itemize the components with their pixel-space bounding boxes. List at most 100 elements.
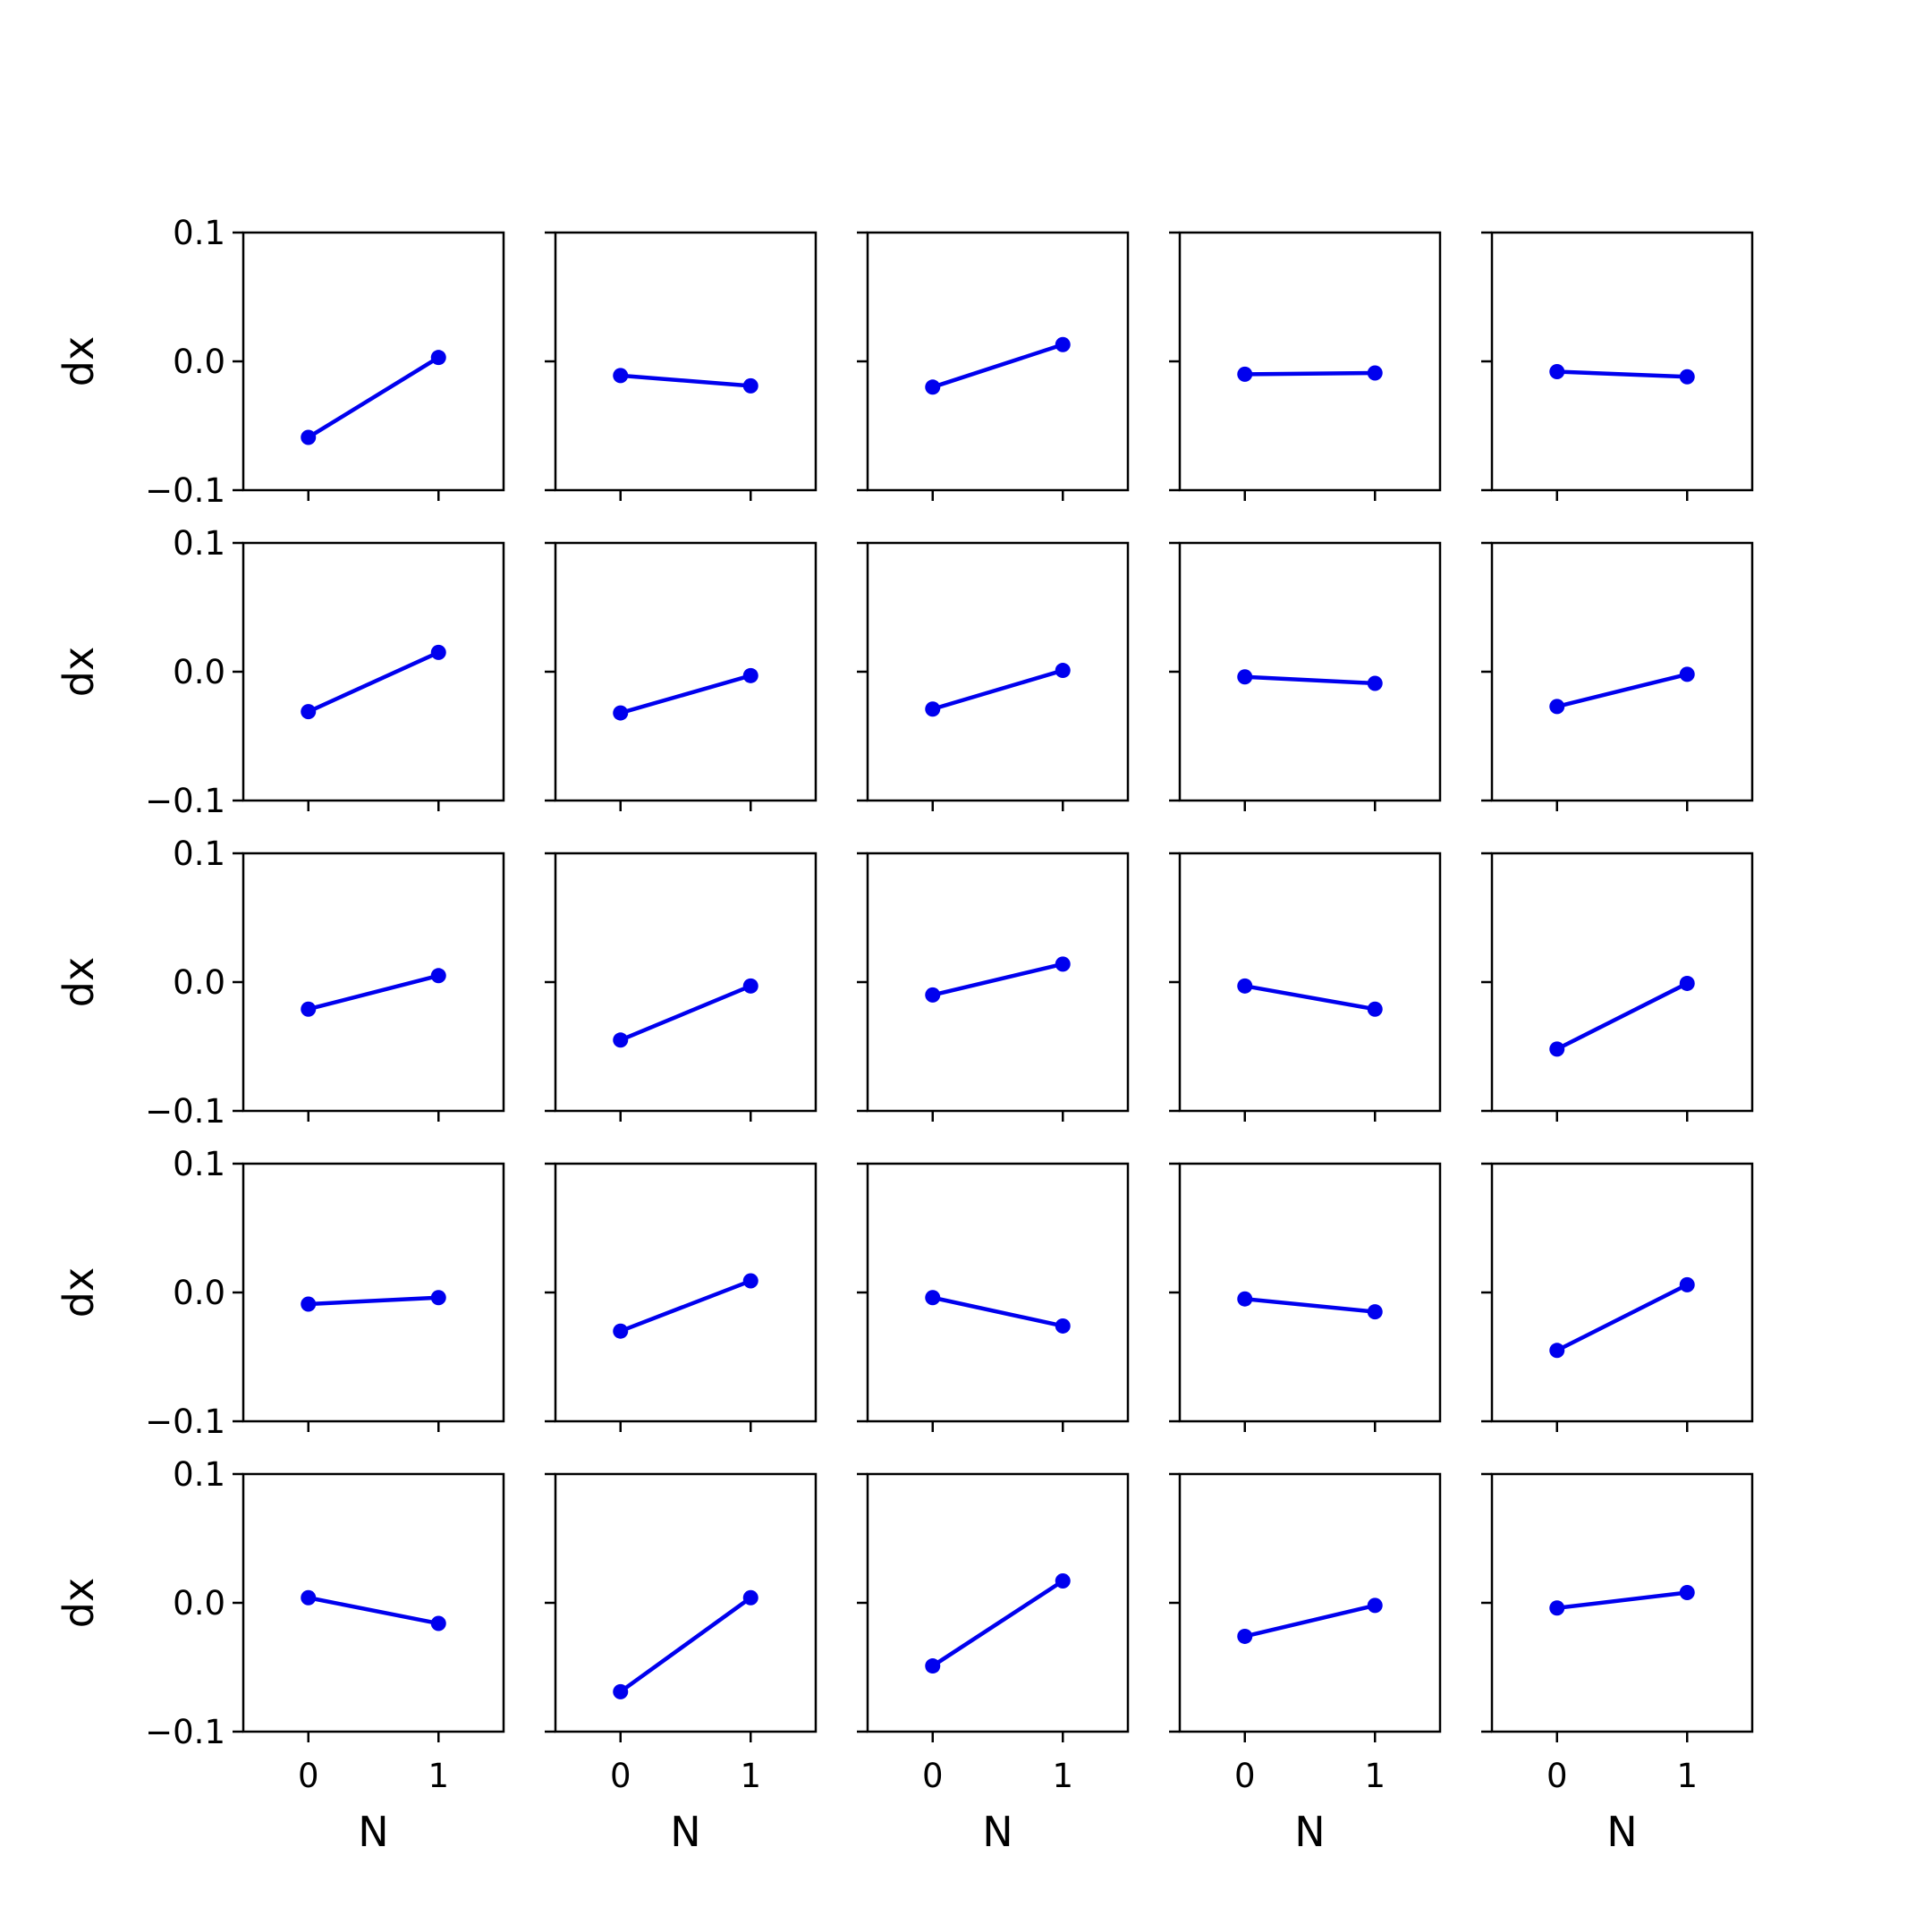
data-point [613,368,629,384]
series-line [1244,674,1376,686]
y-tick-label: 0.0 [173,343,225,381]
x-tick-label: 1 [428,1757,449,1795]
x-tick-label: 0 [298,1757,319,1795]
plot-frame [866,231,1130,492]
subplot-r4-c0: −0.1 0.0 0.1 0 1 dx N [55,1455,505,1856]
plot-frame [1490,852,1754,1113]
data-point [613,1323,629,1339]
y-tick-label: 0.0 [173,1274,225,1312]
subplot-r0-c1 [545,231,818,501]
series-line [932,668,1063,711]
x-axis-label: N [1294,1808,1325,1856]
subplot-r0-c4 [1481,231,1754,501]
series-line [1555,1283,1689,1352]
series-line [620,373,751,388]
data-point [613,1683,629,1699]
data-point [1055,663,1071,679]
plot-frame [1490,1162,1754,1423]
data-point [1679,1276,1695,1292]
data-point [1237,978,1253,994]
y-axis-label: dx [55,647,103,697]
x-tick-label: 1 [740,1757,761,1795]
data-point [430,1615,446,1631]
subplot-r2-c2 [857,852,1130,1122]
x-tick-label: 0 [1546,1757,1568,1795]
x-tick-label: 1 [1676,1757,1698,1795]
plot-frame [554,1162,818,1423]
x-axis-label: N [358,1808,388,1856]
series-line [619,1278,752,1334]
subplot-r3-c0: −0.1 0.0 0.1 dx [55,1145,505,1441]
data-point [1549,1600,1565,1616]
plot-frame [866,1472,1130,1733]
plot-frame [242,852,505,1113]
y-tick-label: 0.0 [173,963,225,1002]
subplot-r3-c4 [1481,1162,1754,1432]
series-line [931,1579,1064,1668]
y-tick-label: 0.1 [173,1145,225,1183]
series-line [932,962,1063,997]
data-point [1055,1573,1071,1589]
data-point [925,379,941,395]
data-point [925,987,941,1003]
data-point [1237,366,1253,382]
subplot-r4-c1: 0 1 N [545,1472,818,1856]
data-point [1367,365,1383,381]
data-point [742,1589,758,1606]
plot-frame [866,852,1130,1113]
series-line [307,650,440,714]
data-point [1549,1041,1565,1057]
plot-frame [554,541,818,802]
data-point [1549,1343,1565,1359]
y-tick-label: 0.0 [173,653,225,691]
y-tick-label: 0.1 [173,835,225,873]
data-point [742,667,758,683]
y-axis-label: dx [55,1578,103,1628]
data-point [1237,669,1253,685]
data-point [1367,1304,1383,1320]
plot-frame [1178,1162,1442,1423]
series-line [1244,1603,1376,1639]
data-point [430,350,446,366]
data-point [1055,336,1071,352]
plot-frame [1490,231,1754,492]
y-tick-label: −0.1 [145,1713,225,1751]
subplot-r3-c3 [1169,1162,1442,1432]
y-tick-label: −0.1 [145,1092,225,1131]
subplot-r0-c2 [857,231,1130,501]
subplot-r2-c1 [545,852,818,1122]
data-point [1237,1628,1253,1644]
plot-frame [1490,541,1754,802]
data-point [430,968,446,984]
data-point [1549,699,1565,715]
data-point [301,1296,317,1312]
x-axis-label: N [982,1808,1013,1856]
subplot-r1-c3 [1169,541,1442,811]
series-line [1556,672,1688,709]
subplot-r2-c4 [1481,852,1754,1122]
plot-frame [1178,1472,1442,1733]
series-line [932,1295,1063,1328]
data-point [1367,1597,1383,1614]
series-line [1244,984,1376,1012]
plot-frame [866,541,1130,802]
series-line [1556,369,1688,379]
plot-frame [1178,231,1442,492]
y-tick-label: 0.0 [173,1584,225,1623]
series-line [1244,1296,1376,1314]
data-point [742,978,758,994]
data-point [742,1273,758,1289]
data-point [1237,1291,1253,1307]
x-tick-label: 0 [610,1757,631,1795]
subplot-r1-c0: −0.1 0.0 0.1 dx [55,524,505,820]
y-axis-label: dx [55,336,103,386]
y-axis-label: dx [55,1267,103,1318]
series-line [1556,1590,1688,1610]
y-tick-label: 0.1 [173,214,225,252]
plot-frame [242,541,505,802]
plot-frame [554,852,818,1113]
y-tick-label: −0.1 [145,782,225,820]
data-point [925,1290,941,1306]
y-tick-label: 0.1 [173,1455,225,1494]
subplot-r2-c3 [1169,852,1442,1122]
